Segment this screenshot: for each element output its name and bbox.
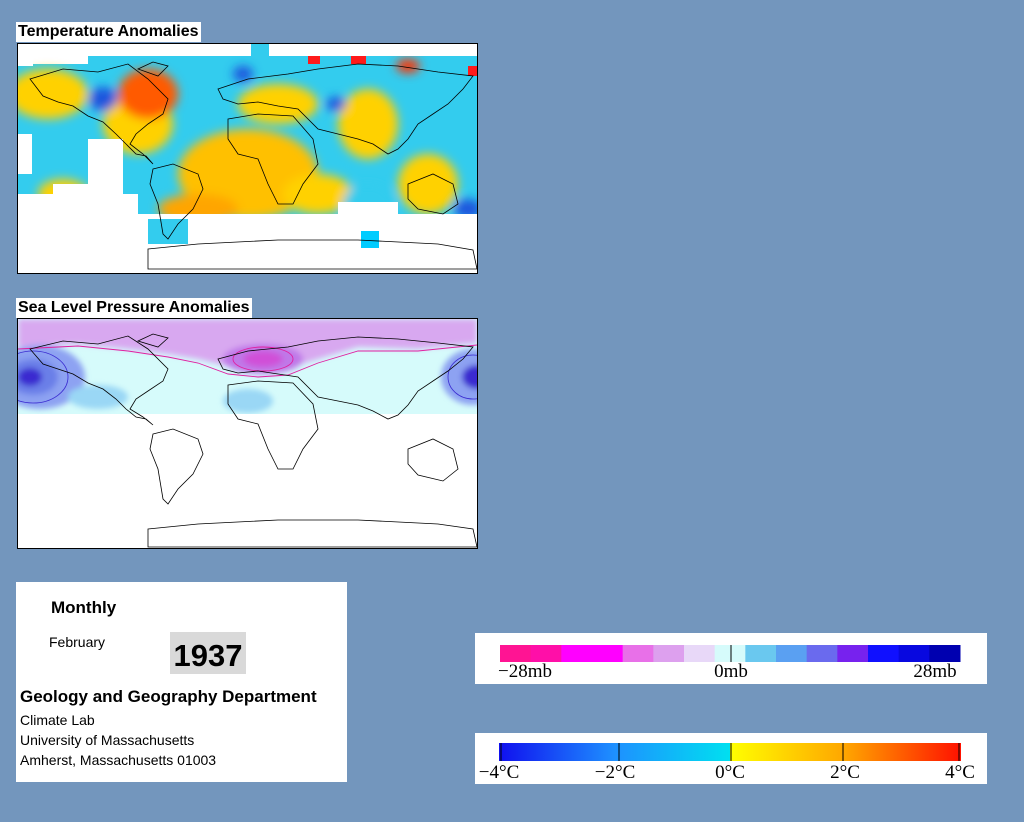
pressure-legend-swatch: [500, 645, 532, 662]
temperature-legend-label: 2°C: [830, 762, 860, 783]
positive-anomaly-center: [68, 385, 128, 409]
negative-anomaly-center: [243, 351, 283, 367]
pressure-anomaly-map: [17, 318, 478, 549]
temperature-legend-label: 4°C: [945, 762, 975, 783]
lab-name: Climate Lab: [20, 712, 95, 728]
pressure-legend-swatch: [714, 645, 746, 662]
pressure-legend-swatch: [622, 645, 654, 662]
temperature-cell: [251, 44, 269, 56]
pressure-legend: −28mb 0mb 28mb: [475, 633, 987, 684]
temperature-legend-label: 0°C: [715, 762, 745, 783]
pressure-legend-label: −28mb: [498, 661, 552, 682]
hot-cell: [308, 56, 320, 64]
temperature-cell: [148, 219, 188, 244]
temperature-cell: [361, 231, 379, 248]
pressure-legend-swatch: [837, 645, 869, 662]
year-label: 1937: [170, 632, 246, 674]
very-cold-region: [454, 199, 477, 219]
warm-region: [283, 174, 353, 214]
department-name: Geology and Geography Department: [20, 687, 317, 706]
pressure-legend-swatch: [898, 645, 930, 662]
pressure-legend-swatch: [745, 645, 777, 662]
pressure-legend-swatch: [592, 645, 624, 662]
pressure-contours: [18, 350, 477, 404]
month-label: February: [49, 634, 106, 650]
temperature-colorbar-ticks: [500, 743, 960, 761]
pressure-legend-swatch: [868, 645, 900, 662]
very-cold-region: [89, 87, 117, 111]
positive-anomaly-center: [462, 365, 477, 389]
hot-cell: [468, 66, 477, 76]
pressure-panel-title: Sea Level Pressure Anomalies: [16, 298, 252, 318]
university-name: University of Massachusetts: [20, 732, 195, 748]
no-data-area: [18, 56, 33, 66]
pressure-legend-swatch: [776, 645, 808, 662]
temperature-data-coverage: [88, 56, 477, 76]
no-data-area: [18, 134, 32, 174]
temperature-panel-title: Temperature Anomalies: [16, 22, 201, 42]
temperature-colorbar: [499, 743, 961, 761]
temperature-legend-label: −4°C: [479, 762, 520, 783]
no-data-area: [168, 202, 477, 273]
hot-region: [396, 59, 420, 73]
info-box: Monthly February 1937 Geology and Geogra…: [16, 582, 347, 782]
very-cold-region: [233, 66, 253, 82]
temperature-legend-label: −2°C: [595, 762, 636, 783]
temperature-anomaly-map: [17, 43, 478, 274]
warm-region: [338, 89, 398, 159]
pressure-legend-swatch: [684, 645, 716, 662]
warm-region: [238, 84, 318, 124]
period-type: Monthly: [51, 598, 117, 617]
pressure-legend-swatch: [653, 645, 685, 662]
pressure-legend-label: 0mb: [714, 661, 748, 682]
positive-anomaly-center: [18, 368, 42, 386]
pressure-legend-swatch: [561, 645, 593, 662]
continent-outlines: [29, 61, 477, 270]
pressure-contours: [18, 344, 477, 378]
pressure-legend-swatch: [530, 645, 562, 662]
warm-region: [18, 69, 88, 119]
continent-outlines: [29, 333, 477, 548]
address: Amherst, Massachusetts 01003: [20, 752, 217, 768]
positive-anomaly-center: [223, 389, 273, 413]
warm-region: [398, 154, 458, 214]
temperature-legend: −4°C −2°C 0°C 2°C 4°C: [475, 733, 987, 784]
pressure-legend-swatch: [929, 645, 961, 662]
no-data-area: [18, 44, 477, 56]
very-cold-region: [326, 97, 346, 111]
pressure-legend-label: 28mb: [913, 661, 956, 682]
pressure-legend-swatch: [806, 645, 838, 662]
positive-anomaly-center: [441, 349, 477, 405]
no-data-area: [18, 414, 477, 548]
hot-cell: [351, 54, 366, 64]
hot-region: [118, 69, 178, 119]
